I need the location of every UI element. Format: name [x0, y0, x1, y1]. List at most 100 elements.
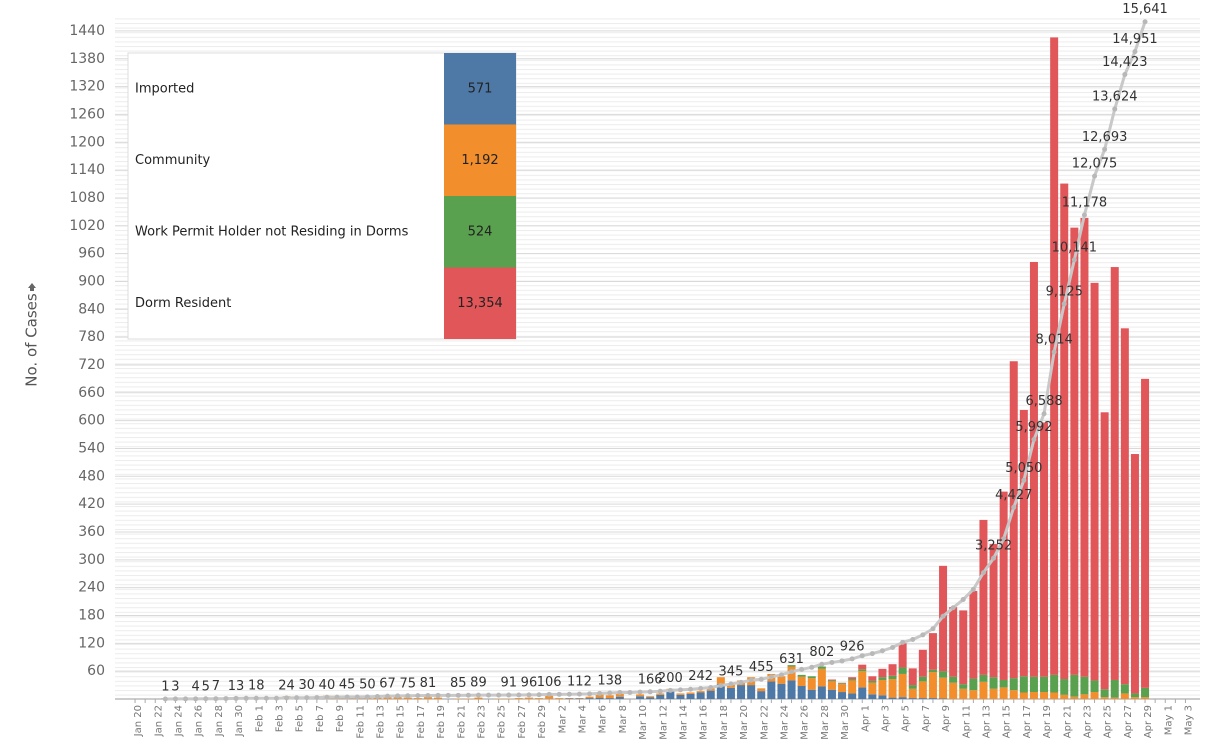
x-tick-label: Jan 20 [133, 705, 144, 737]
bar-segment [777, 683, 786, 699]
y-tick-label: 1440 [69, 23, 105, 39]
x-tick-label: Mar 8 [618, 705, 629, 733]
bar-segment [474, 697, 483, 699]
bar-segment [878, 695, 887, 699]
bar-segment [605, 695, 614, 699]
bar-segment [898, 667, 907, 674]
cumulative-point [1081, 212, 1087, 218]
bar-segment [969, 590, 978, 679]
bar-segment [878, 668, 887, 678]
bar-segment [403, 697, 412, 699]
cumulative-label: 5,050 [1005, 461, 1042, 476]
cumulative-point [354, 694, 360, 700]
x-tick-label: Mar 20 [739, 705, 750, 740]
cumulative-label: 81 [420, 676, 437, 691]
cumulative-point [1112, 106, 1118, 112]
x-tick-label: Feb 27 [517, 705, 528, 739]
bar-segment [939, 677, 948, 699]
legend-total: 524 [468, 224, 493, 239]
x-tick-label: Apr 9 [941, 705, 952, 732]
cumulative-point [980, 570, 986, 576]
x-tick-label: Feb 29 [537, 705, 548, 739]
y-tick-label: 660 [78, 385, 105, 401]
bar-segment [1029, 676, 1038, 693]
x-tick-label: Mar 22 [759, 705, 770, 740]
cumulative-point [799, 666, 805, 672]
x-tick-label: Jan 28 [214, 705, 225, 737]
cumulative-label: 13 [228, 679, 245, 694]
bar-segment [898, 697, 907, 699]
cumulative-label: 11,178 [1062, 195, 1108, 210]
cumulative-point [506, 692, 512, 698]
bar-segment [1120, 693, 1129, 699]
y-tick-label: 780 [78, 329, 105, 345]
cumulative-label: 24 [278, 678, 295, 693]
bar-segment [423, 697, 432, 699]
cumulative-point [1071, 257, 1077, 263]
cumulative-label: 75 [399, 676, 416, 691]
x-tick-label: Feb 1 [254, 705, 265, 732]
bar-segment [1141, 378, 1150, 688]
bar-segment [928, 698, 937, 699]
bar-segment [959, 688, 968, 699]
cumulative-label: 13,624 [1092, 90, 1138, 105]
cumulative-point [789, 669, 795, 675]
cumulative-label: 3,252 [975, 539, 1012, 554]
bar-segment [716, 677, 725, 684]
bar-segment [888, 664, 897, 676]
x-tick-label: Feb 3 [274, 705, 285, 732]
x-tick-label: Apr 15 [1002, 705, 1013, 738]
bar-segment [878, 679, 887, 696]
bar-segment [1070, 696, 1079, 699]
cumulative-label: 40 [319, 678, 336, 693]
bar-segment [868, 680, 877, 683]
bar-segment [716, 683, 725, 699]
x-tick-label: Mar 2 [557, 705, 568, 733]
y-tick-label: 300 [78, 552, 105, 568]
bar-segment [1130, 454, 1139, 694]
y-tick-label: 120 [78, 635, 105, 651]
cumulative-label: 9,125 [1046, 284, 1083, 299]
bar-segment [848, 693, 857, 699]
bar-segment [868, 694, 877, 699]
cumulative-point [1122, 71, 1128, 77]
cumulative-point [213, 696, 219, 702]
bar-segment [1060, 183, 1069, 680]
bar-segment [898, 673, 907, 698]
cumulative-label: 166 [638, 672, 663, 687]
cumulative-point [233, 695, 239, 701]
bar-segment [595, 697, 604, 699]
cumulative-label: 106 [537, 675, 562, 690]
y-tick-label: 1200 [69, 134, 105, 150]
bar-segment [908, 685, 917, 689]
bar-segment [1090, 680, 1099, 693]
y-axis-title: No. of Cases [23, 293, 41, 387]
y-tick-label: 960 [78, 246, 105, 262]
x-tick-label: May 1 [1163, 705, 1174, 735]
bar-segment [1050, 674, 1059, 693]
cumulative-label: 4,427 [995, 488, 1032, 503]
y-tick-label: 1320 [69, 79, 105, 95]
bar-segment [1040, 422, 1049, 677]
cumulative-point [385, 693, 391, 699]
cumulative-point [526, 692, 532, 698]
bar-segment [1141, 687, 1150, 698]
legend-swatch [444, 53, 516, 125]
legend-swatch [444, 124, 516, 196]
y-tick-label: 1140 [69, 162, 105, 178]
cumulative-point [688, 686, 694, 692]
bar-segment [1029, 692, 1038, 699]
bar-segment [918, 681, 927, 699]
bar-segment [646, 697, 655, 699]
bar-segment [524, 697, 533, 699]
bar-segment [807, 689, 816, 699]
bar-segment [858, 669, 867, 672]
bar-segment [1040, 676, 1049, 693]
cumulative-point [435, 692, 441, 698]
cumulative-point [657, 688, 663, 694]
bar-segment [1080, 694, 1089, 699]
x-tick-label: Feb 25 [497, 705, 508, 739]
bar-segment [1100, 697, 1109, 699]
bar-segment [757, 691, 766, 699]
cumulative-label: 345 [719, 665, 744, 680]
